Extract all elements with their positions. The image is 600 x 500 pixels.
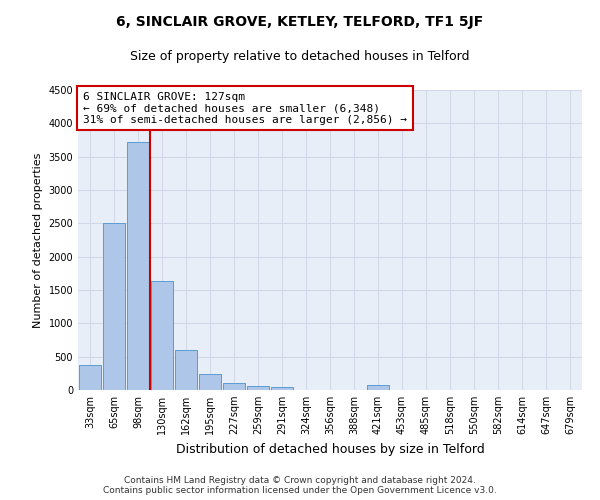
Bar	[175, 350, 197, 390]
Bar	[79, 366, 101, 390]
Text: 6, SINCLAIR GROVE, KETLEY, TELFORD, TF1 5JF: 6, SINCLAIR GROVE, KETLEY, TELFORD, TF1 …	[116, 15, 484, 29]
X-axis label: Distribution of detached houses by size in Telford: Distribution of detached houses by size …	[176, 442, 484, 456]
Bar	[151, 282, 173, 390]
Bar	[127, 142, 149, 390]
Bar	[367, 385, 389, 390]
Bar	[247, 386, 269, 390]
Bar	[223, 382, 245, 390]
Bar	[271, 386, 293, 390]
Bar	[103, 224, 125, 390]
Text: Contains HM Land Registry data © Crown copyright and database right 2024.
Contai: Contains HM Land Registry data © Crown c…	[103, 476, 497, 495]
Text: 6 SINCLAIR GROVE: 127sqm
← 69% of detached houses are smaller (6,348)
31% of sem: 6 SINCLAIR GROVE: 127sqm ← 69% of detach…	[83, 92, 407, 124]
Text: Size of property relative to detached houses in Telford: Size of property relative to detached ho…	[130, 50, 470, 63]
Y-axis label: Number of detached properties: Number of detached properties	[33, 152, 43, 328]
Bar	[199, 374, 221, 390]
